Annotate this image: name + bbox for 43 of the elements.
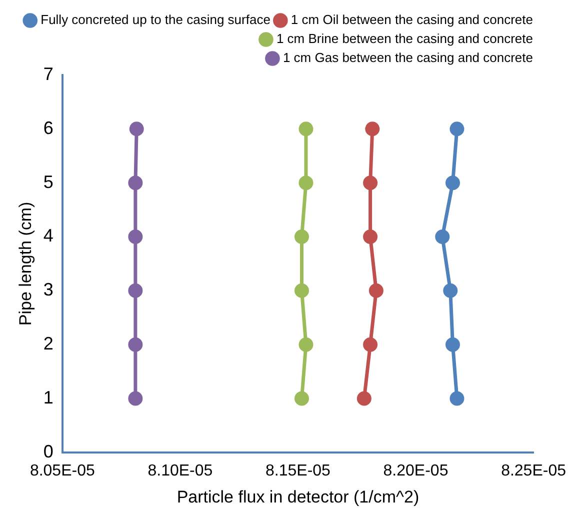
point (368, 283, 384, 298)
point (443, 283, 458, 298)
point (450, 391, 464, 406)
point (128, 229, 143, 244)
point (298, 176, 314, 190)
point (128, 283, 143, 298)
point (128, 391, 143, 406)
legend-label: Fully concreted up to the casing surface (40, 12, 270, 28)
y-axis-title: Pipe length (cm) (16, 202, 35, 326)
y-tick-label: 7 (43, 64, 54, 84)
x-tick-label: 8.15E-05 (266, 462, 331, 480)
y-tick-label: 4 (43, 226, 54, 246)
point (294, 283, 309, 298)
point (356, 391, 372, 406)
point (363, 229, 378, 244)
y-tick-label: 0 (43, 441, 54, 462)
legend-label: 1 cm Gas between the casing and concrete (282, 50, 534, 66)
point (450, 122, 464, 136)
y-tick-label: 6 (43, 118, 54, 138)
x-tick-label: 8.05E-05 (30, 462, 95, 480)
point (363, 337, 378, 352)
point (128, 176, 143, 190)
point (294, 391, 309, 406)
point (129, 122, 144, 136)
point (298, 337, 314, 352)
y-tick-label: 3 (43, 280, 54, 300)
y-tick-label: 5 (43, 172, 54, 192)
point (298, 122, 314, 136)
x-axis-title: Particle flux in detector (1/cm^2) (176, 487, 420, 506)
legend-label: 1 cm Brine between the casing and concrete (276, 31, 534, 46)
y-tick-label: 2 (43, 334, 54, 354)
point (363, 176, 378, 190)
point (445, 337, 460, 352)
point (294, 229, 309, 244)
point (365, 122, 380, 136)
point (435, 229, 450, 244)
y-tick-label: 1 (43, 387, 54, 408)
x-tick-label: 8.10E-05 (148, 462, 213, 480)
point (445, 176, 460, 190)
legend-label: 1 cm Oil between the casing and concrete (290, 12, 534, 28)
point (128, 337, 143, 352)
x-tick-label: 8.20E-05 (383, 462, 448, 480)
x-tick-label: 8.25E-05 (501, 462, 566, 480)
